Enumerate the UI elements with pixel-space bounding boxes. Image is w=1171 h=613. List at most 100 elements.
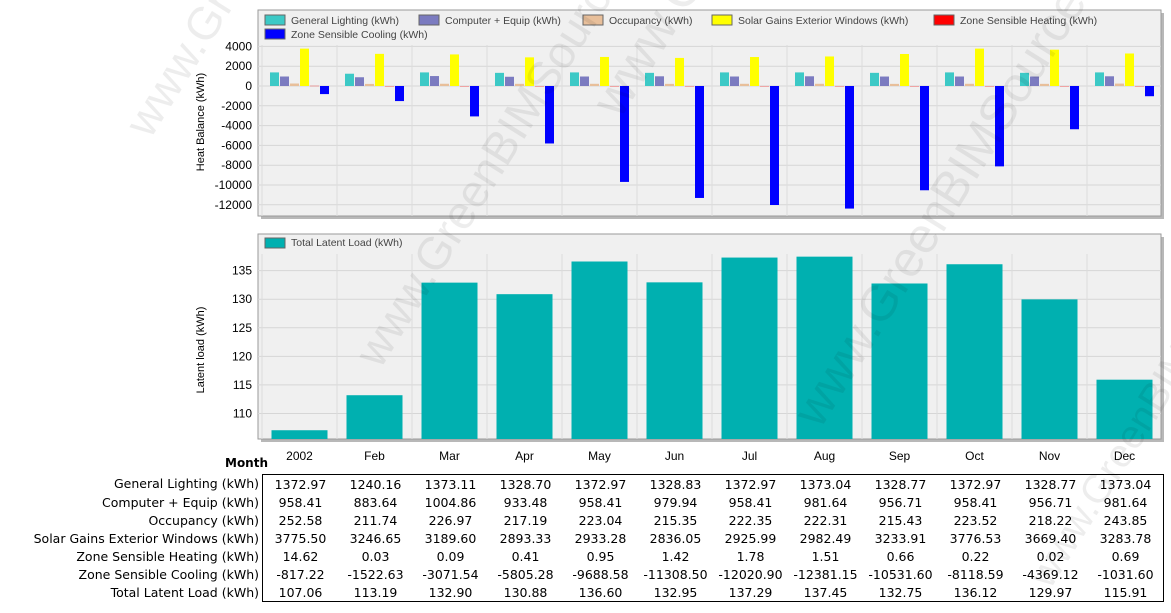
chart2-bar: [571, 261, 628, 439]
data-table: General Lighting (kWh) 1372.97 1240.16 1373…: [0, 474, 1164, 602]
table-cell: 981.64: [1088, 493, 1164, 511]
table-cell: 958.41: [578, 494, 623, 510]
chart1-bar-zone-sensible-cooling-kwh-: [620, 86, 629, 182]
table-cell: 933.48: [503, 494, 548, 510]
table-cell: 1240.16: [338, 474, 413, 493]
chart1-y-tick-label: 2000: [225, 59, 252, 73]
chart1-bar-zone-sensible-cooling-kwh-: [395, 86, 404, 102]
chart1-bar-zone-sensible-cooling-kwh-: [320, 86, 329, 95]
table-cell: 0.41: [511, 548, 540, 564]
table-cell: 958.41: [262, 493, 338, 511]
chart2-bar: [346, 395, 403, 439]
table-cell: 132.75: [863, 583, 938, 602]
chart2-y-tick-label: 125: [232, 321, 252, 335]
table-cell: 1004.86: [424, 494, 477, 510]
chart1-bar-general-lighting-kwh-: [720, 72, 729, 86]
table-cell: 958.41: [728, 494, 773, 510]
row-label: Computer + Equip (kWh): [102, 494, 259, 510]
chart1-bar-zone-sensible-cooling-kwh-: [545, 86, 554, 144]
chart1-bar-computer-equip-kwh-: [1030, 76, 1039, 86]
table-cell: 217.19: [503, 512, 548, 528]
x-tick-label: Apr: [515, 449, 534, 463]
chart1-legend-label: Zone Sensible Cooling (kWh): [291, 29, 428, 41]
table-cell: 132.90: [413, 583, 488, 602]
table-cell: 14.62: [262, 547, 338, 565]
table-cell: 129.97: [1013, 583, 1088, 602]
chart1-bar-zone-sensible-cooling-kwh-: [920, 86, 929, 191]
chart1-bar-computer-equip-kwh-: [805, 76, 814, 86]
x-tick-label: 2002: [286, 449, 313, 463]
chart1-legend-swatch: [933, 14, 955, 26]
chart1-legend-swatch: [264, 28, 286, 40]
chart1-bar-solar-gains-exterior-windows-kwh-: [375, 53, 384, 86]
x-tick-label: Feb: [364, 449, 385, 463]
row-label: Total Latent Load (kWh): [110, 584, 259, 600]
chart1-legend-swatch: [264, 14, 286, 26]
table-cell: 1328.70: [488, 474, 563, 493]
table-row: Computer + Equip (kWh) 958.41 883.64 1004.8…: [0, 493, 1164, 511]
chart1-y-axis-label: Heat Balance (kWh): [195, 73, 207, 171]
chart2-y-axis-label: Latent load (kWh): [195, 307, 207, 394]
chart1-bar-zone-sensible-cooling-kwh-: [470, 86, 479, 117]
chart1-bar-computer-equip-kwh-: [430, 76, 439, 86]
chart1-bar-solar-gains-exterior-windows-kwh-: [450, 54, 459, 86]
x-tick-label: Nov: [1039, 449, 1060, 463]
table-cell: 3669.40: [1024, 530, 1077, 546]
chart1-bar-general-lighting-kwh-: [870, 72, 879, 86]
table-cell: 956.71: [1028, 494, 1073, 510]
x-tick-label: Sep: [889, 449, 911, 463]
chart1-bar-zone-sensible-cooling-kwh-: [845, 86, 854, 209]
chart1-bar-occupancy-kwh-: [965, 83, 974, 86]
chart1-bar-computer-equip-kwh-: [655, 76, 664, 86]
chart2-bar: [646, 282, 703, 439]
table-cell: 130.88: [488, 583, 563, 602]
table-cell: -12381.15: [793, 566, 858, 582]
chart1-bar-solar-gains-exterior-windows-kwh-: [600, 56, 609, 86]
table-cell: -10531.60: [868, 566, 933, 582]
table-cell: 215.43: [878, 512, 923, 528]
chart1-bar-solar-gains-exterior-windows-kwh-: [1050, 49, 1059, 86]
table-row: General Lighting (kWh) 1372.97 1240.16 1373…: [0, 474, 1164, 493]
table-cell: 883.64: [353, 494, 398, 510]
table-cell: 3233.91: [874, 530, 927, 546]
chart1-bar-computer-equip-kwh-: [955, 76, 964, 86]
chart1-bar-zone-sensible-cooling-kwh-: [1070, 86, 1079, 130]
table-cell: 1328.77: [1013, 474, 1088, 493]
chart2-y-tick-label: 115: [233, 378, 252, 392]
chart2-bar: [1096, 379, 1153, 439]
chart1-bar-solar-gains-exterior-windows-kwh-: [525, 57, 534, 86]
table-cell: 211.74: [353, 512, 398, 528]
table-cell: 0.02: [1036, 548, 1065, 564]
table-cell: 1.51: [811, 548, 840, 564]
table-cell: 137.29: [713, 583, 788, 602]
table-cell: 215.35: [653, 512, 698, 528]
table-row: Occupancy (kWh) 252.58 211.74 226.97 217.19 2…: [0, 511, 1164, 529]
chart1-bar-computer-equip-kwh-: [580, 76, 589, 86]
chart2-bar: [496, 294, 553, 439]
table-row: Solar Gains Exterior Windows (kWh) 3775.5…: [0, 529, 1164, 547]
chart1-bar-solar-gains-exterior-windows-kwh-: [300, 48, 309, 86]
table-cell: 243.85: [1088, 511, 1164, 529]
table-cell: -9688.58: [572, 566, 629, 582]
x-tick-label: May: [588, 449, 611, 463]
table-cell: 222.35: [728, 512, 773, 528]
table-cell: 1373.04: [788, 474, 863, 493]
chart1-bar-zone-sensible-cooling-kwh-: [695, 86, 704, 198]
table-cell: 956.71: [878, 494, 923, 510]
chart2-bar: [421, 282, 478, 439]
table-cell: 3283.78: [1088, 529, 1164, 547]
table-cell: 1372.97: [262, 474, 338, 493]
table-cell: 2836.05: [649, 530, 702, 546]
table-cell: 3246.65: [349, 530, 402, 546]
chart1-y-tick-label: 0: [245, 79, 252, 93]
chart1-y-tick-label: -2000: [221, 99, 252, 113]
table-cell: 0.09: [436, 548, 465, 564]
table-cell: -12020.90: [718, 566, 783, 582]
chart1-bar-solar-gains-exterior-windows-kwh-: [975, 48, 984, 86]
table-cell: -3071.54: [422, 566, 479, 582]
table-cell: 1372.97: [938, 474, 1013, 493]
row-label: Solar Gains Exterior Windows (kWh): [33, 530, 259, 546]
chart1-bar-general-lighting-kwh-: [420, 72, 429, 86]
chart1-bar-general-lighting-kwh-: [1020, 72, 1029, 86]
chart1-bar-occupancy-kwh-: [515, 83, 524, 86]
